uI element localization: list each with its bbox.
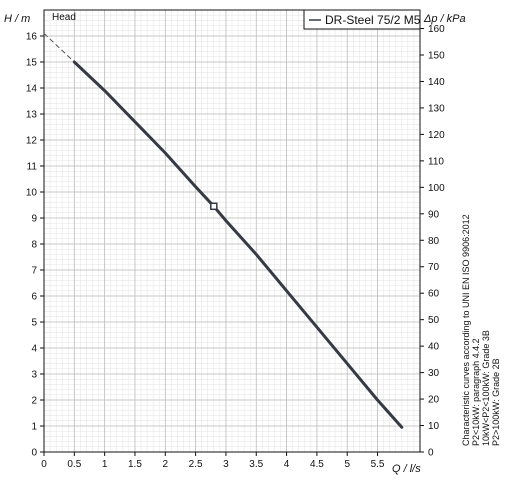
y-left-tick-label: 11 [27,162,38,173]
y-right-tick-label: 70 [428,262,440,273]
y-right-tick-label: 100 [428,183,445,194]
y-right-tick-label: 0 [428,448,434,459]
y-left-tick-label: 10 [26,188,38,199]
curve-extrapolation [43,33,75,63]
x-tick-label: 4 [284,459,290,470]
y-left-tick-label: 6 [31,292,37,303]
y-left-tick-label: 0 [31,448,37,459]
standards-note: Characteristic curves according to UNI E… [461,214,501,446]
y-right-tick-label: 30 [428,368,440,379]
y-left-tick-label: 2 [31,396,37,407]
y-right-tick-label: 40 [428,342,440,353]
y-right-tick-label: 60 [428,289,440,300]
y-right-tick-label: 90 [428,209,440,220]
x-tick-label: 5.5 [371,459,385,470]
y-left-tick-label: 4 [31,344,37,355]
operating-point-marker [210,202,218,211]
panel-label: Head [52,12,76,23]
y-right-tick-label: 130 [428,103,445,114]
y-left-tick-label: 12 [26,136,38,147]
y-axis-right-ticks: 0 10 20 30 40 50 60 70 80 90 100 110 120 130 140 150 160 [420,24,445,459]
y-left-tick-label: 1 [31,422,37,433]
legend-box [303,9,421,30]
y-left-tick-label: 16 [26,32,38,43]
series-line-dr-steel-75-2-m5 [72,60,404,429]
y-left-tick-label: 9 [31,214,37,225]
y-left-tick-label: 5 [31,318,37,329]
y-right-tick-label: 10 [428,421,440,432]
y-left-tick-label: 7 [31,266,37,277]
minor-grid [43,9,421,453]
y-right-tick-label: 120 [428,130,445,141]
note-line: P2<10kW: paragraph 4.4.2 [471,338,481,446]
x-tick-label: 1.5 [128,459,142,470]
x-tick-label: 0.5 [67,459,81,470]
legend: DR-Steel 75/2 M5 [303,9,421,30]
x-axis-label: Q / l/s [392,463,421,475]
y-left-tick-label: 14 [26,84,38,95]
y-axis-right-label: Δp / kPa [423,13,466,25]
y-right-tick-label: 150 [428,50,445,61]
x-tick-label: 4.5 [310,459,324,470]
note-line: P2>100kW: Grade 2B [491,358,501,446]
y-axis-left-label: H / m [4,13,30,25]
y-right-tick-label: 140 [428,77,445,88]
y-left-tick-label: 13 [26,110,38,121]
y-right-tick-label: 50 [428,315,440,326]
y-left-tick-label: 3 [31,370,37,381]
y-right-tick-label: 110 [428,156,444,167]
x-tick-label: 0 [41,459,47,470]
plot-frame [43,9,421,453]
y-left-tick-label: 15 [26,58,38,69]
y-right-tick-label: 20 [428,395,440,406]
note-line: Characteristic curves according to UNI E… [461,214,471,446]
y-right-tick-label: 80 [428,236,440,247]
x-tick-label: 3 [223,459,229,470]
y-left-tick-label: 8 [31,240,37,251]
x-tick-label: 3.5 [249,459,263,470]
x-tick-label: 2.5 [189,459,203,470]
note-line: 10kW<P2<100kW: Grade 3B [481,330,491,446]
x-axis-ticks: 0 0.5 1 1.5 2 2.5 3 3.5 4 4.5 5 5.5 [41,452,385,470]
x-tick-label: 2 [163,459,169,470]
x-tick-label: 5 [344,459,350,470]
y-right-tick-label: 160 [428,24,445,35]
x-tick-label: 1 [102,459,108,470]
legend-entry: DR-Steel 75/2 M5 [325,13,421,27]
